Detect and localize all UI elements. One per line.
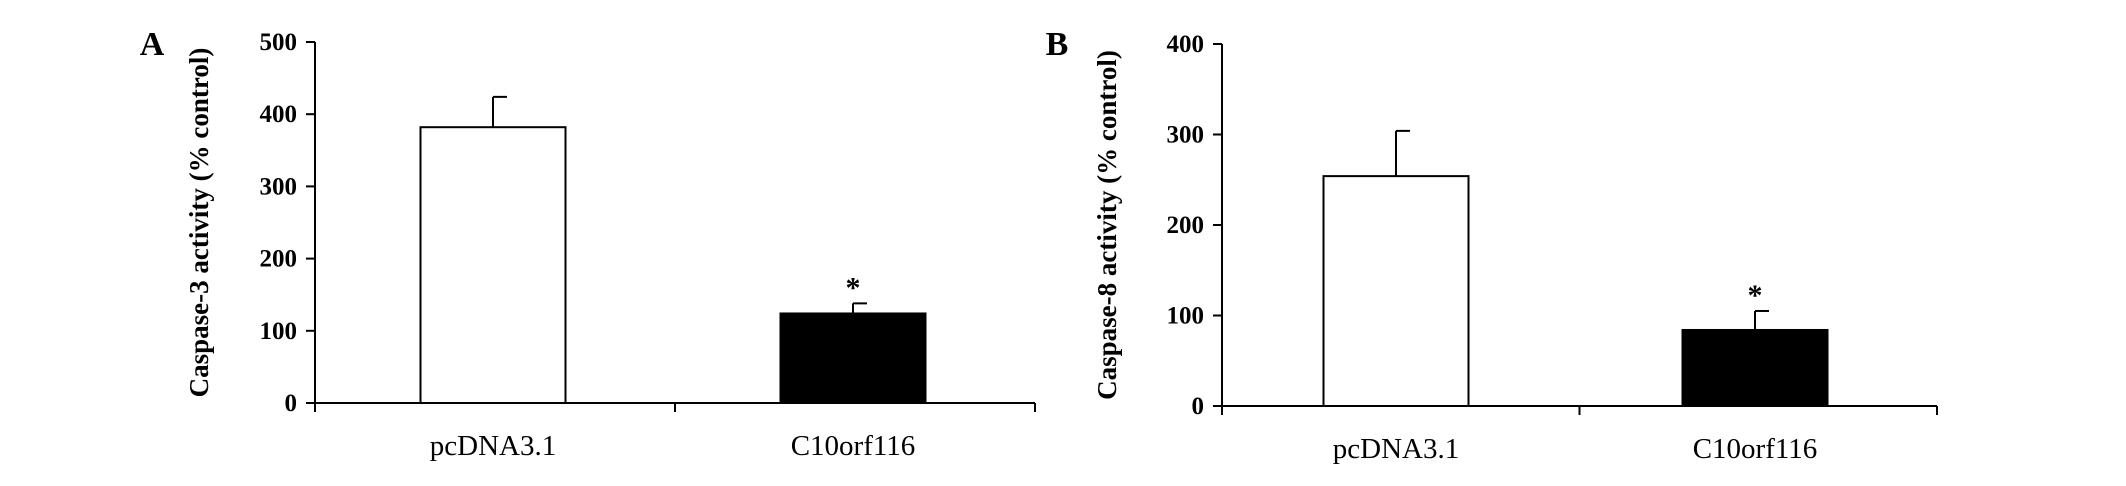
y-tick-label: 500 — [260, 29, 298, 56]
panel-label: B — [1046, 26, 1069, 63]
x-category-label: pcDNA3.1 — [430, 430, 556, 462]
y-tick-label: 400 — [260, 101, 298, 128]
y-tick-label: 100 — [260, 318, 298, 345]
panel-a: A Caspase-3 activity (% control) 0 100 200 30… — [140, 26, 1036, 462]
y-tick-label: 300 — [1167, 122, 1205, 149]
y-tick-label: 200 — [260, 246, 298, 273]
y-tick-label: 300 — [260, 173, 298, 200]
y-tick-label: 200 — [1167, 212, 1205, 239]
x-category-label: pcDNA3.1 — [1333, 433, 1459, 465]
x-category-label: C10orf116 — [1693, 433, 1818, 465]
significance-marker: * — [846, 271, 861, 304]
y-tick-label: 100 — [1167, 303, 1205, 330]
bar-pcdna3-1 — [419, 126, 567, 404]
significance-marker: * — [1748, 279, 1763, 312]
y-axis-title: Caspase-8 activity (% control) — [1092, 50, 1122, 400]
y-tick-label: 0 — [1192, 393, 1205, 420]
y-tick-label: 400 — [1167, 31, 1205, 58]
panel-label: A — [140, 26, 165, 63]
y-tick-label: 0 — [285, 390, 298, 417]
y-axis-title: Caspase-3 activity (% control) — [184, 48, 214, 398]
bar-c10orf116 — [779, 312, 927, 404]
bar-c10orf116 — [1681, 328, 1829, 408]
panel-b: B Caspase-8 activity (% control) 0 100 200 30… — [1046, 26, 1938, 465]
bar-pcdna3-1 — [1322, 175, 1470, 407]
x-category-label: C10orf116 — [791, 430, 916, 462]
